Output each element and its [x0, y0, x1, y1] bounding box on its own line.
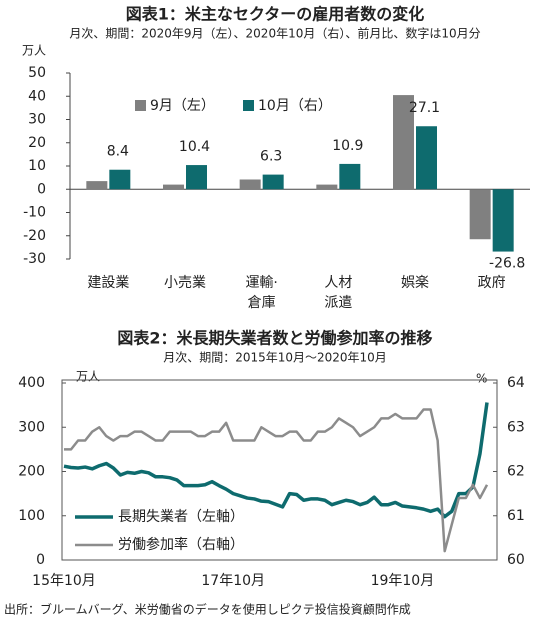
data-label: 27.1	[409, 100, 440, 116]
y-tick-label: 50	[28, 65, 46, 81]
y-tick-label: 30	[28, 112, 46, 128]
data-label: 10.9	[332, 138, 363, 154]
x-tick-label: 娯楽	[401, 275, 429, 291]
chart-subtitle: 月次、期間：2015年10月～2020年10月	[163, 351, 387, 365]
y-unit: 万人	[22, 44, 46, 58]
x-tick-label: 運輸·倉庫	[245, 275, 277, 311]
y2-tick-label: 63	[507, 419, 525, 435]
y2-tick-label: 61	[507, 508, 525, 524]
legend-swatch	[243, 100, 254, 111]
chart-subtitle: 月次、期間：2020年9月（左）、2020年10月（右）、前月比、数字は10月分	[69, 26, 480, 41]
bar	[339, 163, 361, 190]
legend-label: 労働参加率（右軸）	[118, 536, 244, 553]
bar	[416, 126, 437, 190]
x-tick-label: 19年10月	[371, 573, 435, 589]
chart-title: 図表1：米主なセクターの雇用者数の変化	[126, 5, 425, 24]
bar	[86, 181, 108, 190]
y-tick-label: 20	[28, 135, 46, 151]
y-tick-label: -20	[23, 228, 46, 244]
x-tick-label: 政府	[478, 275, 506, 291]
y-tick-label: 100	[18, 508, 45, 524]
legend-label: 10月（右）	[258, 98, 332, 114]
x-tick-label: 15年10月	[32, 573, 96, 589]
bar	[469, 189, 491, 240]
y-unit: 万人	[76, 370, 100, 384]
bar	[186, 165, 207, 190]
source: 出所：ブルームバーグ、米労働省のデータを使用しピクテ投信投資顧問作成	[4, 602, 411, 617]
x-tick-label: 建設業	[87, 275, 129, 291]
bar	[239, 179, 261, 190]
x-tick-label: 17年10月	[201, 573, 265, 589]
bar	[492, 189, 514, 252]
bar	[163, 184, 184, 190]
y-tick-label: 200	[18, 464, 45, 480]
x-tick-label: 人材派遣	[324, 275, 352, 311]
data-label: 6.3	[260, 149, 282, 165]
bar	[262, 174, 284, 190]
y-tick-label: 300	[18, 419, 45, 435]
line	[64, 408, 489, 553]
y-tick-label: 400	[18, 375, 45, 391]
y2-tick-label: 60	[507, 552, 525, 568]
y-tick-label: 40	[28, 88, 46, 104]
line	[63, 402, 489, 519]
bar	[393, 95, 414, 190]
data-label: 10.4	[179, 139, 210, 155]
y-tick-label: 0	[36, 552, 45, 568]
bar	[109, 169, 131, 190]
plot-frame	[61, 379, 498, 561]
legend-label: 長期失業者（左軸）	[118, 509, 244, 525]
data-label: -26.8	[489, 256, 525, 272]
legend-label: 9月（左）	[150, 98, 215, 114]
y-tick-label: 0	[37, 181, 46, 197]
data-label: 8.4	[107, 144, 129, 160]
y-tick-label: -10	[23, 205, 46, 221]
legend-swatch	[135, 100, 146, 111]
bar	[316, 184, 338, 190]
y2-tick-label: 64	[507, 375, 525, 391]
y2-tick-label: 62	[507, 464, 525, 480]
y-tick-label: 10	[28, 158, 46, 174]
chart-title: 図表2：米長期失業者数と労働参加率の推移	[117, 329, 432, 348]
x-tick-label: 小売業	[164, 275, 206, 291]
y-tick-label: -30	[23, 251, 46, 267]
y2-unit: %	[476, 372, 487, 386]
